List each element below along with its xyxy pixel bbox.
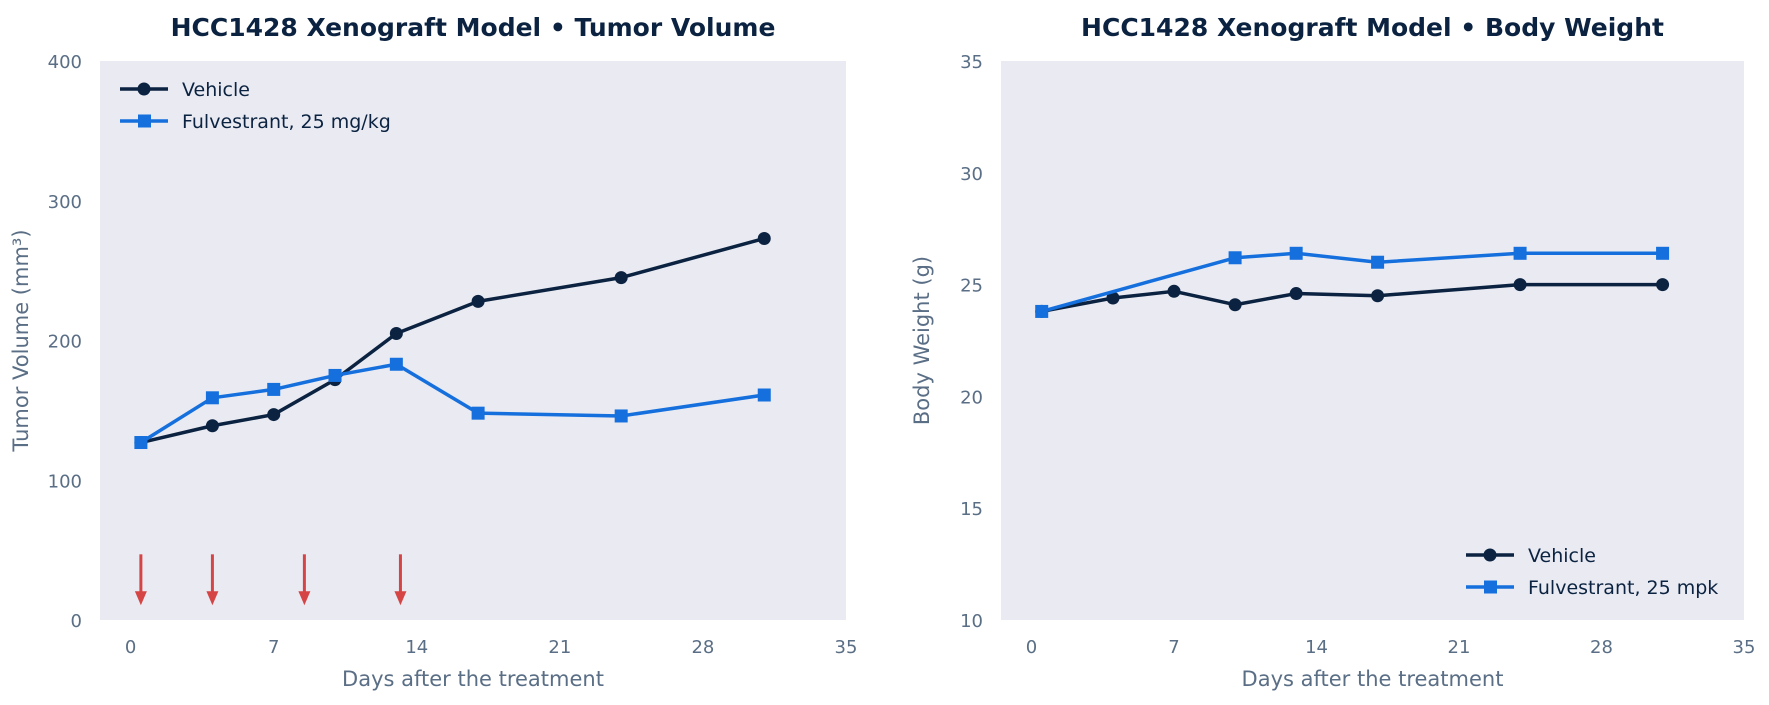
data-point [1228, 251, 1242, 265]
x-tick-label: 21 [1448, 637, 1471, 658]
data-point [1371, 289, 1385, 303]
y-tick-label: 300 [48, 192, 82, 213]
x-tick-label: 35 [1733, 637, 1756, 658]
data-point [1656, 278, 1670, 292]
legend-label: Vehicle [1528, 545, 1596, 567]
x-tick-label: 28 [1590, 637, 1613, 658]
dosing-arrow-head [394, 591, 407, 606]
series-line [139, 362, 765, 445]
legend-marker [1483, 548, 1497, 562]
data-point [1289, 246, 1303, 260]
legend: Vehicle Fulvestrant, 25 mpk [1466, 545, 1718, 599]
data-point [1289, 287, 1303, 301]
data-point [328, 368, 342, 382]
legend-marker [137, 82, 151, 96]
data-point [205, 419, 219, 433]
y-tick-label: 30 [960, 164, 983, 185]
y-tick-label: 20 [960, 387, 983, 408]
plot-area [100, 61, 846, 620]
legend: Vehicle Fulvestrant, 25 mg/kg [120, 79, 391, 133]
series-2 [1035, 246, 1670, 318]
y-tick-label: 100 [48, 471, 82, 492]
plot-area [1001, 61, 1744, 620]
series-1 [134, 231, 771, 450]
series-2 [134, 357, 771, 450]
chart-panel-1: HCC1428 Xenograft Model • Tumor Volume 0 1… [9, 13, 857, 691]
data-point [1106, 291, 1120, 305]
x-axis-label: Days after the treatment [342, 667, 604, 691]
data-point [134, 436, 148, 450]
data-point [389, 357, 403, 371]
data-point [614, 271, 628, 285]
series-line [140, 236, 765, 445]
x-tick-label: 14 [1305, 637, 1328, 658]
data-point [757, 388, 771, 402]
y-axis-label: Body Weight (g) [910, 256, 934, 425]
x-tick-label: 7 [268, 637, 279, 658]
y-tick-label: 400 [48, 52, 82, 73]
chart-panel-2: HCC1428 Xenograft Model • Body Weight 10 1… [910, 13, 1755, 691]
y-tick-label: 25 [960, 276, 983, 297]
data-point [757, 231, 771, 245]
data-point [1167, 284, 1181, 298]
y-tick-label: 0 [71, 611, 82, 632]
data-point [614, 409, 628, 423]
x-tick-label: 7 [1168, 637, 1179, 658]
legend-label: Vehicle [182, 79, 250, 101]
x-tick-label: 0 [125, 637, 136, 658]
legend-label: Fulvestrant, 25 mg/kg [182, 111, 391, 133]
dosing-arrow-head [298, 591, 311, 606]
data-point [1228, 298, 1242, 312]
data-point [267, 408, 281, 422]
data-point [1656, 246, 1670, 260]
y-tick-label: 10 [960, 611, 983, 632]
series-line [1041, 251, 1663, 314]
dosing-arrow-head [206, 591, 219, 606]
y-tick-label: 35 [960, 52, 983, 73]
y-tick-label: 15 [960, 499, 983, 520]
x-tick-label: 28 [691, 637, 714, 658]
legend-marker [138, 114, 151, 128]
legend-label: Fulvestrant, 25 mpk [1528, 577, 1718, 599]
data-point [267, 382, 281, 396]
series-line [1041, 282, 1663, 314]
data-point [471, 294, 485, 308]
dosing-arrow-head [134, 591, 147, 606]
chart-title: HCC1428 Xenograft Model • Tumor Volume [171, 13, 776, 42]
data-point [389, 327, 403, 341]
x-axis-label: Days after the treatment [1242, 667, 1504, 691]
data-point [1513, 278, 1527, 292]
data-point [471, 406, 485, 420]
data-point [1371, 255, 1385, 269]
x-tick-label: 14 [405, 637, 428, 658]
legend-marker [1484, 580, 1497, 594]
chart-title: HCC1428 Xenograft Model • Body Weight [1081, 13, 1664, 42]
data-point [205, 391, 219, 405]
data-point [1513, 246, 1527, 260]
y-axis-label: Tumor Volume (mm³) [9, 229, 33, 452]
y-tick-label: 200 [48, 332, 82, 353]
data-point [1035, 304, 1049, 318]
x-tick-label: 0 [1026, 637, 1037, 658]
x-tick-label: 35 [835, 637, 858, 658]
x-tick-label: 21 [548, 637, 571, 658]
